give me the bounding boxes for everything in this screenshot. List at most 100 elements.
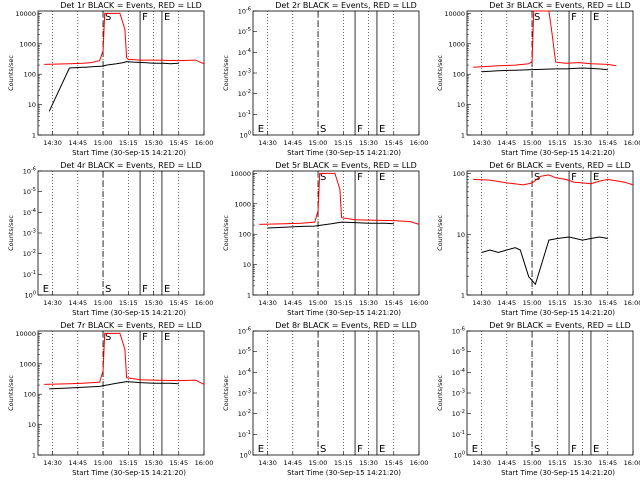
detector-panel-1: Det 1r BLACK = Events, RED = LLD 14:30 14:… [7,1,213,157]
y-tick-label: 10000 [15,330,36,338]
x-tick-label: 16:00 [410,299,429,307]
x-tick-label: 14:30 [472,299,491,307]
marker-label: F [357,124,363,135]
plot-frame [37,10,205,136]
y-tick-label: 1 [32,452,36,460]
x-tick-label: 14:45 [283,459,302,467]
x-tick-label: 15:00 [309,299,328,307]
y-tick-label: 10-4 [238,368,251,377]
x-tick-label: 15:15 [334,299,353,307]
x-axis-label: Start Time (30-Sep-15 14:21:20) [501,149,615,157]
y-axis-label: Counts/sec [7,375,15,411]
x-tick-label: 15:15 [548,299,567,307]
y-tick-label: 100 [24,71,36,79]
x-tick-label: 16:00 [195,139,214,147]
x-tick-label: 14:30 [472,139,491,147]
y-axis-label: Counts/sec [436,375,444,411]
y-tick-label: 1000 [19,40,36,48]
marker-label: F [142,284,148,295]
y-tick-label: 1000 [19,360,36,368]
x-tick-label: 15:15 [119,139,138,147]
x-axis-label: Start Time (30-Sep-15 14:21:20) [72,309,186,317]
x-tick-label: 15:00 [309,139,328,147]
plot-frame [37,170,205,296]
marker-label: F [571,172,577,183]
y-tick-label: 100 [453,71,465,79]
x-tick-label: 15:00 [523,459,542,467]
x-tick-label: 14:30 [258,139,277,147]
detector-panel-6: Det 6r BLACK = Events, RED = LLD 14:30 14:… [436,161,640,317]
y-tick-label: 1 [32,132,36,140]
detector-panel-3: Det 3r BLACK = Events, RED = LLD 14:30 14:… [436,1,640,157]
x-tick-label: 15:30 [359,299,378,307]
x-tick-label: 16:00 [195,459,214,467]
y-tick-label: 10000 [444,10,465,18]
detector-panel-5: Det 5r BLACK = Events, RED = LLD 14:30 14:… [222,161,428,317]
panel-title: Det 9r BLACK = Events, RED = LLD [489,321,631,330]
marker-label: S [534,172,540,183]
detector-panel-9: Det 9r BLACK = Events, RED = LLD 14:30 14:… [436,321,640,477]
x-tick-label: 15:15 [548,139,567,147]
marker-label: S [320,444,326,455]
marker-label: S [105,332,111,343]
panel-title: Det 3r BLACK = Events, RED = LLD [489,1,631,10]
marker-label: E [593,12,599,23]
x-tick-label: 14:30 [43,459,62,467]
y-tick-label: 10-5 [238,347,251,356]
y-tick-label: 10-6 [23,167,36,176]
x-axis-label: Start Time (30-Sep-15 14:21:20) [501,469,615,477]
x-tick-label: 15:30 [144,139,163,147]
x-tick-label: 14:45 [497,139,516,147]
y-tick-label: 10-6 [238,7,251,16]
x-tick-label: 14:30 [258,299,277,307]
y-axis-label: Counts/sec [7,215,15,251]
marker-label: S [320,172,326,183]
marker-label: S [105,12,111,23]
x-axis-label: Start Time (30-Sep-15 14:21:20) [287,469,401,477]
series-events-line [48,61,179,112]
panel-title: Det 4r BLACK = Events, RED = LLD [60,161,202,170]
x-tick-label: 16:00 [624,299,640,307]
y-tick-label: 10-6 [452,327,465,336]
x-tick-label: 15:15 [548,459,567,467]
y-axis-label: Counts/sec [222,55,230,91]
y-tick-label: 1000 [234,200,251,208]
x-tick-label: 14:45 [283,139,302,147]
y-axis-label: Counts/sec [436,55,444,91]
x-tick-label: 14:45 [497,299,516,307]
x-tick-label: 15:00 [309,459,328,467]
marker-label: F [142,332,148,343]
x-tick-label: 15:00 [94,139,113,147]
x-tick-label: 15:45 [169,459,188,467]
x-axis-label: Start Time (30-Sep-15 14:21:20) [287,149,401,157]
y-tick-label: 10-3 [23,229,36,238]
marker-label: S [105,284,111,295]
panel-title: Det 8r BLACK = Events, RED = LLD [275,321,417,330]
x-tick-label: 15:15 [334,459,353,467]
y-tick-label: 1000 [448,40,465,48]
marker-label: E [164,332,170,343]
y-tick-label: 10-1 [238,110,251,119]
x-tick-label: 15:45 [598,459,617,467]
x-tick-label: 15:45 [384,299,403,307]
series-events-line [481,67,608,73]
y-tick-label: 1 [461,132,465,140]
x-tick-label: 15:15 [119,459,138,467]
marker-label: S [534,444,540,455]
series-events-line [49,381,179,390]
x-tick-label: 14:30 [258,459,277,467]
plot-frame [466,330,634,456]
detector-panel-4: Det 4r BLACK = Events, RED = LLD 14:30 14:… [7,161,213,317]
x-tick-label: 14:45 [497,459,516,467]
y-tick-label: 10-6 [238,327,251,336]
y-tick-label: 100 [240,131,251,140]
x-axis-label: Start Time (30-Sep-15 14:21:20) [501,309,615,317]
y-tick-label: 10-4 [452,368,465,377]
panel-title: Det 6r BLACK = Events, RED = LLD [489,161,631,170]
marker-label: E [379,124,385,135]
y-tick-label: 10000 [15,10,36,18]
x-tick-label: 15:45 [598,299,617,307]
y-tick-label: 10-1 [238,430,251,439]
marker-label: E [164,284,170,295]
x-tick-label: 14:45 [283,299,302,307]
